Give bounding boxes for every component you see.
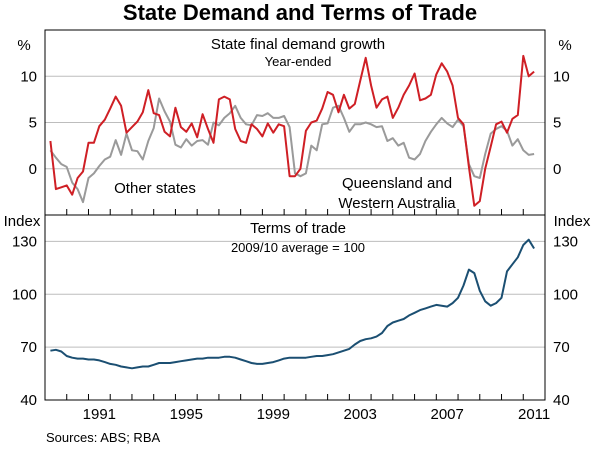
bottom-y-tick-right: 100 [553, 286, 578, 303]
top-y-tick-labels: 0 0 5 5 10 10 [20, 68, 569, 178]
x-tick-label: 2007 [430, 406, 463, 423]
top-y-tick-left: 5 [29, 115, 37, 132]
series-line-qld-wa [49, 54, 535, 207]
top-panel-title: State final demand growth [211, 36, 385, 53]
x-tick-label: 2011 [518, 406, 550, 423]
top-y-tick-left: 10 [20, 68, 37, 85]
top-gridlines [45, 75, 545, 170]
x-tick-label: 1999 [257, 406, 290, 423]
bottom-series-lines [50, 238, 535, 370]
top-y-tick-right: 10 [553, 68, 570, 85]
bottom-gridlines [45, 240, 545, 348]
source-note: Sources: ABS; RBA [46, 430, 160, 445]
series-line-other-states [49, 97, 535, 204]
legend-label-qld-wa-line2: Western Australia [338, 195, 456, 212]
x-axis: 1991 1995 1999 2003 2007 2011 [44, 209, 550, 423]
top-right-unit: % [558, 37, 571, 54]
top-y-tick-left: 0 [29, 161, 37, 178]
bottom-y-tick-left: 130 [12, 233, 37, 250]
bottom-y-tick-right: 40 [553, 392, 570, 409]
bottom-panel-subtitle: 2009/10 average = 100 [231, 240, 365, 255]
x-tick-label: 1995 [170, 406, 203, 423]
top-y-tick-right: 0 [553, 161, 561, 178]
panel-state-final-demand: 0 0 5 5 10 10 % % State final demand growth Y… [17, 36, 571, 212]
chart-title: State Demand and Terms of Trade [123, 0, 477, 25]
bottom-panel-title: Terms of trade [250, 220, 346, 237]
legend-label-other-states: Other states [114, 180, 196, 197]
x-tick-label: 2003 [344, 406, 377, 423]
legend-label-qld-wa-line1: Queensland and [342, 175, 452, 192]
bottom-y-tick-labels: 40 40 70 70 100 100 130 130 [12, 233, 578, 409]
x-tick-label: 1991 [83, 406, 116, 423]
top-left-unit: % [17, 37, 30, 54]
bottom-left-unit: Index [4, 213, 41, 230]
top-panel-subtitle: Year-ended [265, 54, 332, 69]
bottom-y-tick-left: 40 [20, 392, 37, 409]
panel-terms-of-trade: 40 40 70 70 100 100 130 130 Index Index Terms o… [4, 213, 591, 409]
top-series-lines [49, 54, 535, 207]
bottom-right-unit: Index [554, 213, 591, 230]
bottom-y-tick-left: 70 [20, 339, 37, 356]
bottom-y-tick-right: 130 [553, 233, 578, 250]
bottom-y-tick-left: 100 [12, 286, 37, 303]
top-y-tick-right: 5 [553, 115, 561, 132]
bottom-y-tick-right: 70 [553, 339, 570, 356]
series-line-terms-of-trade [50, 238, 535, 370]
